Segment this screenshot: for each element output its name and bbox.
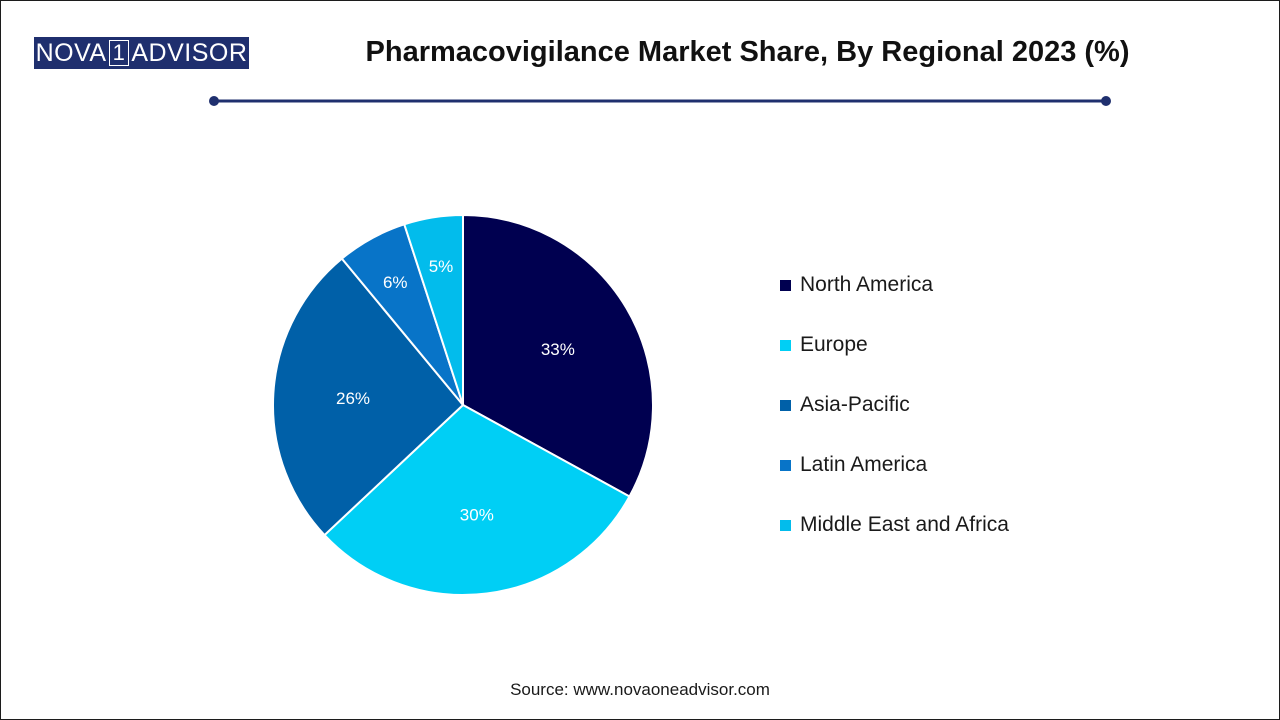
legend-item: Middle East and Africa [780,510,1009,540]
source-note: Source: www.novaoneadvisor.com [510,680,770,699]
pie-slice-europe [323,403,631,596]
legend-item: Europe [780,330,1009,360]
pie-data-label: 30% [460,505,494,524]
pie-data-label: 33% [541,340,575,359]
legend-swatch [780,279,791,291]
legend-label: Middle East and Africa [800,513,1009,536]
brand-logo: NOVA 1 ADVISOR [34,37,249,69]
legend-swatch [780,399,791,411]
logo-prefix: NOVA [35,38,107,67]
logo-digit: 1 [108,40,130,66]
legend-label: Asia-Pacific [800,393,910,416]
chart-title: Pharmacovigilance Market Share, By Regio… [365,36,1130,68]
legend-item: North America [780,270,1009,300]
pie-chart: 33% 30% 26% 6% 5% [272,213,654,596]
pie-data-label: 5% [429,257,454,276]
legend-swatch [780,459,791,471]
legend-label: Latin America [800,453,928,476]
legend-swatch [780,519,791,531]
legend-label: North America [800,273,934,296]
pie-slice-middle-east-and-africa [403,213,464,406]
pie-slice-north-america [462,213,654,498]
legend-swatch [780,339,791,351]
title-divider [209,96,1111,106]
pie-data-label: 26% [336,389,370,408]
pie-slice-asia-pacific [272,257,465,537]
logo-suffix: ADVISOR [131,38,248,67]
chart-legend: North America Europe Asia-Pacific Latin Ame… [780,270,1009,570]
legend-label: Europe [800,333,868,356]
legend-item: Asia-Pacific [780,390,1009,420]
legend-item: Latin America [780,450,1009,480]
pie-data-label: 6% [383,273,408,292]
